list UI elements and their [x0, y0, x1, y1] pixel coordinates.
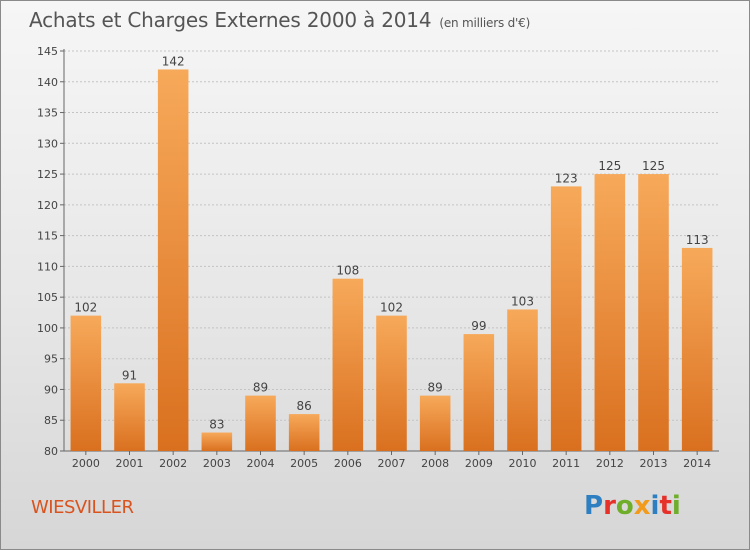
logo-letter: t: [659, 491, 672, 521]
value-label-2012: 125: [598, 159, 621, 173]
chart-title-text: Achats et Charges Externes 2000 à 2014: [29, 8, 432, 32]
y-tick-label: 110: [37, 260, 58, 273]
value-label-2008: 89: [428, 381, 443, 395]
x-tick-label-2004: 2004: [247, 457, 275, 470]
y-tick-label: 100: [37, 322, 58, 335]
x-tick-label-2013: 2013: [640, 457, 668, 470]
x-tick-label-2003: 2003: [203, 457, 231, 470]
x-tick-label-2007: 2007: [378, 457, 406, 470]
value-label-2013: 125: [642, 159, 665, 173]
bar-2006: [332, 278, 364, 451]
value-label-2006: 108: [336, 264, 359, 278]
y-tick-label: 105: [37, 291, 58, 304]
y-tick-label: 130: [37, 137, 58, 150]
value-label-2003: 83: [209, 418, 224, 432]
commune-name: WIESVILLER: [31, 497, 134, 518]
bar-2013: [638, 174, 669, 452]
axes: 80 85 90 95 100 105 110 115 120 125 130 135 140 145 20…: [37, 45, 719, 470]
y-tick-label: 135: [37, 107, 58, 120]
x-tick-label-2014: 2014: [683, 457, 711, 470]
value-label-2009: 99: [471, 319, 486, 333]
bar-2002: [157, 69, 189, 451]
y-tick-label: 85: [44, 414, 58, 427]
logo-letter: o: [615, 491, 634, 521]
bar-2000: [70, 315, 102, 451]
x-tick-label-2010: 2010: [509, 457, 537, 470]
value-label-2007: 102: [380, 301, 403, 315]
bar-2009: [463, 334, 495, 451]
logo-letter: i: [671, 491, 681, 521]
y-tick-label: 90: [44, 383, 58, 396]
y-tick-label: 95: [44, 353, 58, 366]
bar-2014: [681, 247, 713, 451]
bar-2012: [594, 174, 626, 452]
logo-letter: i: [650, 491, 660, 521]
x-tick-label-2006: 2006: [334, 457, 362, 470]
bar-2008: [419, 395, 451, 451]
chart-unit: (en milliers d'€): [439, 16, 531, 30]
value-label-2005: 86: [297, 399, 312, 413]
bars: [70, 69, 713, 452]
bar-2001: [114, 383, 145, 451]
y-tick-label: 125: [37, 168, 58, 181]
value-label-2014: 113: [686, 233, 709, 247]
x-tick-label-2000: 2000: [72, 457, 100, 470]
logo-letter: x: [633, 491, 651, 521]
value-label-2000: 102: [74, 301, 97, 315]
chart-title: Achats et Charges Externes 2000 à 2014 (e…: [29, 8, 530, 32]
x-tick-label-2005: 2005: [290, 457, 318, 470]
bar-2010: [507, 309, 538, 451]
y-tick-label: 115: [37, 230, 58, 243]
logo-letter: r: [603, 491, 616, 521]
x-tick-label-2001: 2001: [116, 457, 144, 470]
x-tick-label-2011: 2011: [552, 457, 580, 470]
data-labels: 102 91 142 83 89 86 108 102 89 99 103 123 125 125 113: [74, 54, 708, 431]
value-label-2004: 89: [253, 381, 268, 395]
x-tick-label-2008: 2008: [421, 457, 449, 470]
proxiti-logo[interactable]: Proxiti: [584, 491, 681, 521]
y-tick-label: 120: [37, 199, 58, 212]
bar-2011: [550, 186, 582, 451]
x-tick-label-2012: 2012: [596, 457, 624, 470]
value-label-2011: 123: [555, 171, 578, 185]
bar-2007: [376, 315, 407, 451]
value-label-2010: 103: [511, 294, 534, 308]
bar-2003: [201, 432, 233, 451]
x-tick-label-2009: 2009: [465, 457, 493, 470]
y-tick-label: 80: [44, 445, 58, 458]
bar-2005: [288, 414, 320, 451]
value-label-2001: 91: [122, 368, 137, 382]
value-label-2002: 142: [162, 54, 185, 68]
y-tick-label: 140: [37, 76, 58, 89]
x-tick-label-2002: 2002: [159, 457, 187, 470]
logo-letter: P: [584, 491, 604, 521]
y-tick-label: 145: [37, 45, 58, 58]
bar-2004: [245, 395, 276, 451]
